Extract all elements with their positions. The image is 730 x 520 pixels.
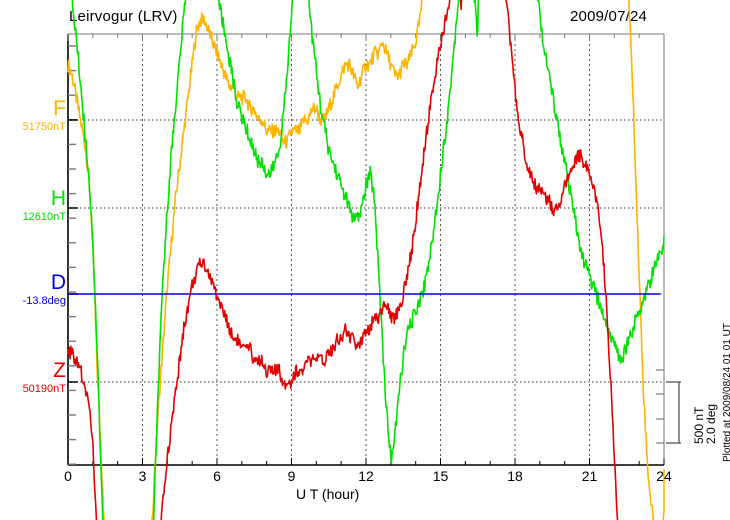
component-symbol-h: H [50, 187, 66, 210]
component-baseline-h: 12610nT [22, 211, 66, 223]
data-traces [67, 0, 665, 520]
scale-bar [666, 381, 681, 444]
x-tick-label: 6 [213, 468, 221, 484]
x-tick-label: 15 [432, 468, 449, 484]
x-tick-label: 9 [287, 468, 296, 484]
component-label-h: H 12610nT [0, 188, 66, 223]
x-tick-label: 3 [138, 468, 147, 484]
x-tick-label: 21 [581, 468, 598, 484]
page-title: Leirvogur (LRV) [69, 8, 178, 25]
x-axis-title: U T (hour) [296, 486, 360, 502]
component-baseline-d: -13.8deg [22, 295, 66, 307]
chart-date: 2009/07/24 [570, 8, 648, 25]
x-tick-label: 18 [507, 468, 523, 484]
component-symbol-f: F [53, 97, 66, 120]
x-tick-label: 0 [64, 468, 72, 484]
component-label-z: Z 50190nT [0, 360, 66, 395]
x-tick-label: 24 [656, 468, 672, 484]
component-baseline-f: 51750nT [22, 121, 66, 133]
component-baseline-z: 50190nT [22, 383, 66, 395]
x-tick-label: 12 [358, 468, 374, 484]
scale-bar-deg-label: 2.0 deg [704, 403, 718, 444]
component-symbol-z: Z [53, 359, 66, 382]
grid-lines [142, 34, 590, 465]
component-symbol-d: D [50, 271, 66, 294]
plotted-at-stamp: Plotted at 2009/08/24 01 01 UT [722, 323, 730, 462]
component-label-f: F 51750nT [0, 98, 66, 133]
component-label-d: D -13.8deg [0, 272, 66, 307]
